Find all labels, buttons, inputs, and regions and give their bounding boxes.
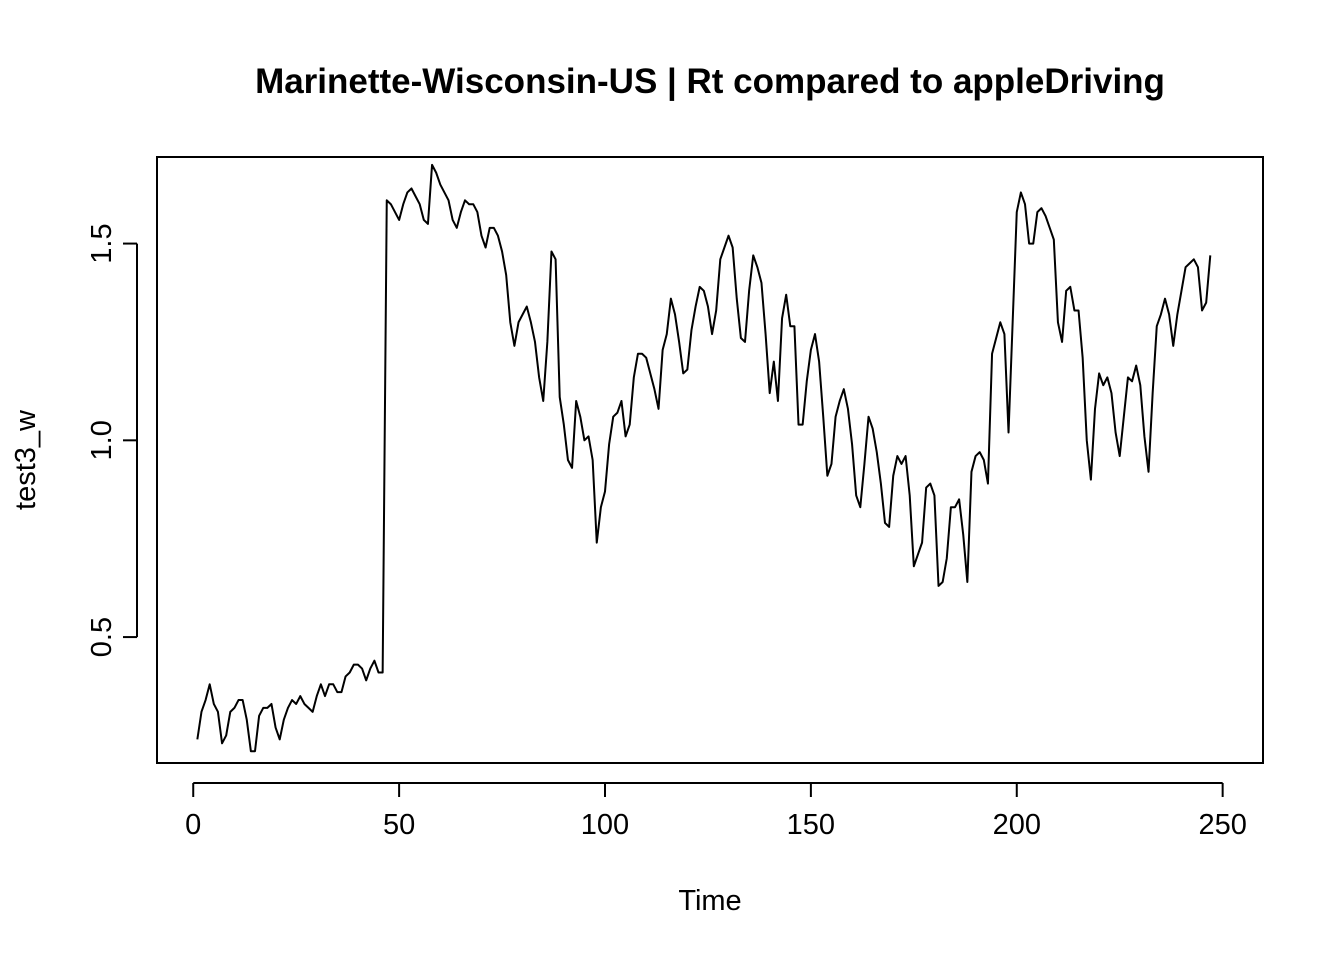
- x-axis-label: Time: [678, 885, 741, 917]
- chart-title: Marinette-Wisconsin-US | Rt compared to …: [255, 62, 1165, 101]
- x-axis: 0 50 100 150 200 250: [185, 782, 1247, 841]
- x-tick-label: 250: [1198, 809, 1246, 841]
- y-tick-label: 1.0: [86, 420, 118, 460]
- series-line: [196, 163, 1212, 753]
- x-tick-label: 50: [383, 809, 415, 841]
- x-tick-label: 200: [993, 809, 1041, 841]
- plot-frame: [156, 156, 1264, 764]
- y-tick-label: 1.5: [86, 223, 118, 263]
- y-tick-label: 0.5: [86, 617, 118, 657]
- x-tick-label: 150: [787, 809, 835, 841]
- x-tick-label: 100: [581, 809, 629, 841]
- x-tick-label: 0: [185, 809, 201, 841]
- y-axis-label: test3_w: [10, 409, 42, 510]
- series-points: [197, 165, 1210, 751]
- y-axis: 0.5 1.0 1.5: [86, 223, 138, 657]
